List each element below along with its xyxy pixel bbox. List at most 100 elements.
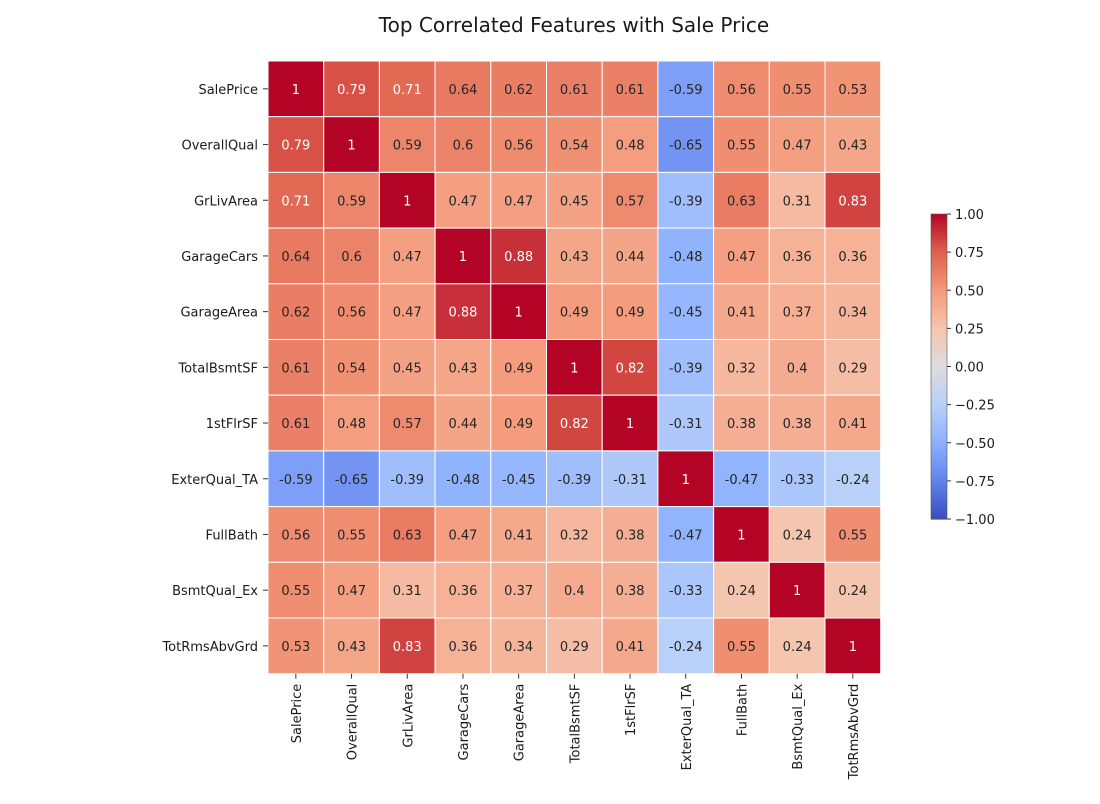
- cell-value-label: 0.82: [560, 417, 589, 432]
- heatmap-cell: [601, 283, 659, 340]
- heatmap-cell: [601, 227, 659, 285]
- row-label-grlivarea: GrLivArea: [194, 194, 258, 209]
- column-labels: SalePrice OverallQual GrLivArea GarageCars G…: [290, 673, 862, 781]
- row-label-totrmsabvgrd: TotRmsAbvGrd: [161, 640, 258, 655]
- row-label-garagearea: GarageArea: [180, 306, 258, 321]
- cell-value-label: 1: [459, 250, 467, 265]
- colorbar-segment: [931, 442, 947, 446]
- cell-value-label: 0.47: [504, 194, 533, 209]
- heatmap-cell: [490, 450, 547, 508]
- cell-value-label: 0.29: [838, 361, 867, 376]
- cell-value-label: 0.24: [838, 584, 867, 599]
- colorbar-segment: [931, 430, 947, 434]
- cell-value-label: 0.55: [838, 528, 867, 543]
- row-label-exterqual-ta: ExterQual_TA: [171, 473, 258, 488]
- heatmap-cell: [824, 60, 882, 118]
- colorbar-segment: [931, 491, 947, 495]
- cell-value-label: 0.53: [281, 640, 310, 655]
- cell-value-label: 0.45: [560, 194, 589, 209]
- column-label-garagearea: GarageArea: [513, 684, 528, 762]
- cell-value-label: 1: [403, 194, 411, 209]
- heatmap-cell: [768, 617, 826, 675]
- cell-value-label: -0.31: [613, 473, 647, 488]
- heatmap-cell: [546, 60, 603, 118]
- colorbar-segment: [931, 356, 947, 360]
- heatmap-cell: [546, 171, 603, 229]
- colorbar-segment: [931, 267, 947, 271]
- cell-value-label: 0.62: [504, 83, 533, 98]
- colorbar-segment: [931, 488, 947, 492]
- cell-value-label: 0.38: [616, 528, 645, 543]
- heatmap-cell: [267, 116, 325, 173]
- colorbar-segment: [931, 244, 947, 248]
- column-label-garagecars: GarageCars: [457, 683, 472, 760]
- cell-value-label: 0.44: [448, 417, 477, 432]
- heatmap-cell: [768, 283, 826, 340]
- cell-value-label: -0.48: [446, 473, 480, 488]
- colorbar-segment: [931, 386, 947, 390]
- colorbar-segment: [931, 363, 947, 368]
- column-label-overallqual: OverallQual: [346, 684, 361, 761]
- cell-value-label: 0.24: [783, 640, 812, 655]
- heatmap-cell: [713, 227, 770, 285]
- colorbar-segment: [931, 427, 947, 431]
- heatmap-cell: [490, 617, 547, 675]
- colorbar-segment: [931, 221, 947, 225]
- colorbar: 1.00 0.75 0.50 0.25 0.00 −0.25 −0.50 −0.75 −1.00: [930, 208, 995, 528]
- cell-value-label: 0.82: [616, 361, 645, 376]
- cell-value-label: 0.36: [838, 250, 867, 265]
- cell-value-label: 1: [682, 473, 690, 488]
- cell-value-label: 0.61: [281, 417, 310, 432]
- column-label-1stflrsf: 1stFlrSF: [624, 684, 639, 736]
- cell-value-label: 0.71: [393, 83, 422, 98]
- colorbar-segment: [931, 417, 947, 421]
- heatmap-cell: [434, 283, 492, 340]
- colorbar-segment: [931, 323, 947, 327]
- colorbar-segment: [931, 346, 947, 350]
- cell-value-label: 0.36: [448, 584, 477, 599]
- heatmap-cell: [267, 339, 325, 396]
- heatmap-cell: [434, 227, 492, 285]
- cell-value-label: 0.43: [838, 139, 867, 154]
- colorbar-segment: [931, 249, 947, 253]
- cell-value-label: 0.6: [453, 139, 474, 154]
- colorbar-segment: [931, 478, 947, 482]
- cell-value-label: 1: [849, 640, 857, 655]
- heatmap-cell: [378, 171, 436, 229]
- cell-value-label: 0.43: [560, 250, 589, 265]
- colorbar-segment: [931, 435, 947, 439]
- heatmap-cell: [267, 171, 325, 229]
- cell-value-label: 0.43: [448, 361, 477, 376]
- colorbar-segment: [931, 315, 947, 319]
- colorbar-segment: [931, 318, 947, 322]
- heatmap-cell: [434, 339, 492, 396]
- colorbar-tick-label: −0.50: [955, 437, 995, 452]
- cell-value-label: 1: [292, 83, 300, 98]
- heatmap-cell: [713, 561, 770, 619]
- colorbar-tick-label: −0.25: [955, 399, 995, 414]
- cell-value-label: 1: [347, 139, 355, 154]
- cell-value-label: 0.47: [448, 194, 477, 209]
- colorbar-segment: [931, 236, 947, 241]
- colorbar-segment: [931, 241, 947, 246]
- heatmap-cell: [657, 561, 715, 619]
- colorbar-segment: [931, 328, 947, 332]
- column-label-totrmsabvgrd: TotRmsAbvGrd: [847, 684, 862, 781]
- heatmap-cell: [601, 394, 659, 452]
- heatmap-cell: [824, 617, 882, 675]
- cell-value-label: 0.34: [838, 306, 867, 321]
- cell-value-label: 0.38: [783, 417, 812, 432]
- colorbar-segment: [931, 353, 947, 357]
- colorbar-segment: [931, 277, 947, 281]
- colorbar-segment: [931, 452, 947, 457]
- colorbar-segment: [931, 216, 947, 220]
- heatmap-cell: [824, 227, 882, 285]
- colorbar-segment: [931, 419, 947, 424]
- heatmap-cell: [323, 394, 380, 452]
- colorbar-segment: [931, 458, 947, 462]
- cell-value-label: 0.24: [727, 584, 756, 599]
- cell-value-label: 0.41: [727, 306, 756, 321]
- colorbar-segment: [931, 290, 947, 294]
- cell-value-label: -0.65: [669, 139, 703, 154]
- cell-value-label: 0.48: [616, 139, 645, 154]
